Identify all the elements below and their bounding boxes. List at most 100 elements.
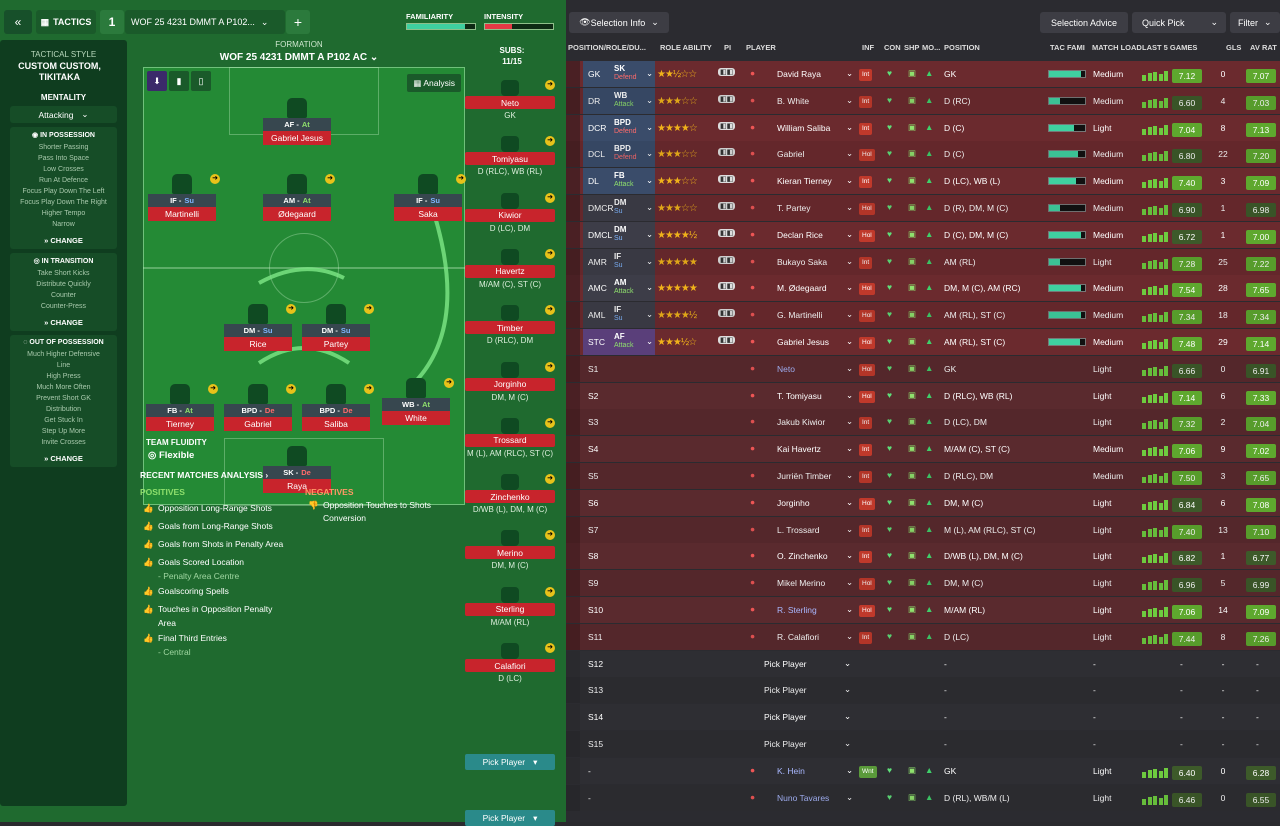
bar-chart-icon[interactable]: ▮ bbox=[169, 71, 189, 91]
pitch-player[interactable]: BPD - De Gabriel ➜ bbox=[224, 384, 296, 431]
player-name[interactable]: Partey bbox=[302, 337, 370, 351]
sub-player[interactable]: Jorginho DM, M (C) ➜ bbox=[465, 361, 555, 402]
familiarity-bar[interactable] bbox=[406, 23, 476, 30]
sub-name[interactable]: Jorginho bbox=[465, 377, 555, 391]
table-row[interactable]: S7 ● L. Trossard ⌄ Int ♥ ▣ ▲ M (L), AM (RLC), ST… bbox=[566, 516, 1280, 543]
player-name[interactable]: Tierney bbox=[146, 417, 214, 431]
sub-name[interactable]: Timber bbox=[465, 321, 555, 335]
table-row[interactable]: S5 ● Jurriën Timber ⌄ Int ♥ ▣ ▲ D (RLC), DM Mediu… bbox=[566, 463, 1280, 489]
sub-player[interactable]: Neto GK ➜ bbox=[465, 80, 555, 120]
player-name[interactable]: K. Hein bbox=[777, 765, 805, 776]
player-instructions-icon[interactable]: ◧◧ bbox=[718, 121, 736, 130]
pick-player-dropdown[interactable]: Pick Player bbox=[764, 685, 807, 696]
instruction-arrow-icon[interactable]: ➜ bbox=[545, 305, 555, 316]
table-row[interactable]: - ● Nuno Tavares ⌄ ♥ ▣ ▲ D (RL), WB/M (L) Light 6… bbox=[566, 784, 1280, 811]
role-duty-dropdown[interactable]: FB Attack bbox=[611, 168, 655, 194]
player-name[interactable]: R. Calafiori bbox=[777, 631, 820, 642]
player-name[interactable]: G. Martinelli bbox=[777, 310, 823, 321]
position-cell[interactable] bbox=[583, 758, 655, 784]
player-name[interactable]: L. Trossard bbox=[777, 524, 820, 535]
instruction-arrow-icon[interactable]: ➜ bbox=[545, 248, 555, 259]
column-header[interactable]: PLAYER bbox=[746, 43, 776, 52]
sub-player[interactable]: Trossard M (L), AM (RLC), ST (C) ➜ bbox=[465, 417, 555, 458]
tactic-slot-button[interactable]: 1 bbox=[100, 10, 124, 34]
instruction-arrow-icon[interactable]: ➜ bbox=[545, 643, 555, 653]
table-row[interactable]: DL FB Attack ⌄ ★★★☆☆ ◧◧ ● Kieran Tierney ⌄ Int ♥ ▣ ▲… bbox=[566, 168, 1280, 195]
table-row[interactable]: DR WB Attack ⌄ ★★★☆☆ ◧◧ ● B. White ⌄ Int ♥ ▣ ▲ D (RC)… bbox=[566, 87, 1280, 114]
player-role[interactable]: AF - At bbox=[263, 118, 331, 131]
instruction-arrow-icon[interactable]: ➜ bbox=[325, 174, 335, 184]
column-header[interactable]: MATCH LOAD bbox=[1092, 43, 1142, 52]
player-name[interactable]: Gabriel bbox=[224, 417, 292, 431]
player-role[interactable]: IF - Su bbox=[394, 194, 462, 207]
pick-player-dropdown[interactable]: Pick Player ▾ bbox=[465, 810, 555, 826]
instruction-arrow-icon[interactable]: ➜ bbox=[545, 361, 555, 372]
selection-info-dropdown[interactable]: 👁 Selection Info ⌄ bbox=[569, 12, 669, 33]
player-name[interactable]: Raya bbox=[263, 479, 331, 493]
player-name[interactable]: Saka bbox=[394, 207, 462, 221]
table-row[interactable]: DCL BPD Defend ⌄ ★★★☆☆ ◧◧ ● Gabriel ⌄ Hol ♥ ▣ ▲ D (C)… bbox=[566, 141, 1280, 168]
player-role[interactable]: BPD - De bbox=[224, 404, 292, 417]
player-name[interactable]: Mikel Merino bbox=[777, 578, 826, 589]
player-name[interactable]: Declan Rice bbox=[777, 229, 823, 240]
column-header[interactable]: CON bbox=[884, 43, 901, 52]
sub-player[interactable]: Kiwior D (LC), DM ➜ bbox=[465, 192, 555, 233]
sub-name[interactable]: Zinchenko bbox=[465, 490, 555, 504]
column-header[interactable]: SHP bbox=[904, 43, 920, 52]
table-row[interactable]: S2 ● T. Tomiyasu ⌄ Hol ♥ ▣ ▲ D (RLC), WB (RL) Lig… bbox=[566, 382, 1280, 409]
table-row[interactable]: S4 ● Kai Havertz ⌄ Int ♥ ▣ ▲ M/AM (C), ST (C) Med… bbox=[566, 436, 1280, 463]
player-instructions-icon[interactable]: ◧◧ bbox=[718, 282, 736, 291]
sub-player[interactable]: Sterling M/AM (RL) ➜ bbox=[465, 586, 555, 627]
player-name[interactable]: White bbox=[382, 411, 450, 425]
player-instructions-icon[interactable]: ◧◧ bbox=[718, 255, 736, 264]
recent-matches-analysis-link[interactable]: RECENT MATCHES ANALYSIS › bbox=[140, 470, 269, 480]
player-name[interactable]: B. White bbox=[777, 95, 810, 106]
role-duty-dropdown[interactable]: WB Attack bbox=[611, 88, 655, 114]
analysis-button[interactable]: ▦ Analysis bbox=[407, 74, 461, 92]
player-name[interactable]: Kai Havertz bbox=[777, 444, 821, 455]
pitch-player[interactable]: FB - At Tierney ➜ bbox=[146, 384, 218, 431]
player-name[interactable]: T. Tomiyasu bbox=[777, 390, 822, 401]
table-row[interactable]: S15 Pick Player ⌄ - - - - - bbox=[566, 731, 1280, 757]
player-name[interactable]: Bukayo Saka bbox=[777, 256, 828, 267]
role-duty-dropdown[interactable]: BPD Defend bbox=[611, 141, 655, 167]
role-duty-dropdown[interactable]: AF Attack bbox=[611, 329, 655, 355]
instruction-arrow-icon[interactable]: ➜ bbox=[364, 384, 374, 394]
column-header[interactable]: POSITION bbox=[944, 43, 980, 52]
position-cell[interactable] bbox=[583, 302, 655, 329]
instruction-arrow-icon[interactable]: ➜ bbox=[286, 304, 296, 314]
table-row[interactable]: S10 ● R. Sterling ⌄ Hol ♥ ▣ ▲ M/AM (RL) Light 7.06… bbox=[566, 597, 1280, 623]
instruction-arrow-icon[interactable]: ➜ bbox=[364, 304, 374, 314]
role-duty-dropdown[interactable]: BPD Defend bbox=[611, 115, 655, 141]
sub-name[interactable]: Kiwior bbox=[465, 208, 555, 222]
player-role[interactable]: DM - Su bbox=[302, 324, 370, 337]
table-row[interactable]: S3 ● Jakub Kiwior ⌄ Int ♥ ▣ ▲ D (LC), DM Light 7.3… bbox=[566, 409, 1280, 436]
player-name[interactable]: R. Sterling bbox=[777, 605, 817, 615]
player-role[interactable]: IF - Su bbox=[148, 194, 216, 207]
quick-pick-button[interactable]: Quick Pick ⌄ bbox=[1132, 12, 1226, 33]
column-header[interactable]: INF bbox=[862, 43, 875, 52]
column-header[interactable]: AV RAT bbox=[1250, 43, 1277, 52]
player-instructions-icon[interactable]: ◧◧ bbox=[718, 175, 736, 184]
filter-button[interactable]: Filter ⌄ bbox=[1230, 12, 1280, 33]
position-cell[interactable] bbox=[583, 248, 655, 275]
in-transition-change-button[interactable]: » CHANGE bbox=[44, 318, 83, 327]
table-row[interactable]: S9 ● Mikel Merino ⌄ Hol ♥ ▣ ▲ DM, M (C) Light 6.96… bbox=[566, 570, 1280, 597]
instruction-arrow-icon[interactable]: ➜ bbox=[545, 417, 555, 428]
player-name[interactable]: Kieran Tierney bbox=[777, 176, 832, 187]
position-cell[interactable] bbox=[583, 275, 655, 302]
instruction-arrow-icon[interactable]: ➜ bbox=[545, 192, 555, 203]
table-row[interactable]: AMR IF Su ⌄ ★★★★★ ◧◧ ● Bukayo Saka ⌄ Int ♥ ▣ ▲ AM (RL… bbox=[566, 248, 1280, 275]
pick-player-dropdown[interactable]: Pick Player ▾ bbox=[465, 754, 555, 770]
instruction-arrow-icon[interactable]: ➜ bbox=[545, 586, 555, 597]
sub-name[interactable]: Tomiyasu bbox=[465, 152, 555, 166]
player-name[interactable]: Rice bbox=[224, 337, 292, 351]
player-role[interactable]: AM - At bbox=[263, 194, 331, 207]
instruction-arrow-icon[interactable]: ➜ bbox=[545, 474, 555, 485]
sub-name[interactable]: Sterling bbox=[465, 602, 555, 616]
column-header[interactable]: POSITION/ROLE/DU... bbox=[568, 43, 646, 52]
sub-name[interactable]: Merino bbox=[465, 546, 555, 560]
table-row[interactable]: S8 ● O. Zinchenko ⌄ Int ♥ ▣ ▲ D/WB (L), DM, M (C… bbox=[566, 543, 1280, 570]
player-name[interactable]: Jakub Kiwior bbox=[777, 417, 826, 428]
table-row[interactable]: S13 Pick Player ⌄ - - - - - bbox=[566, 677, 1280, 704]
